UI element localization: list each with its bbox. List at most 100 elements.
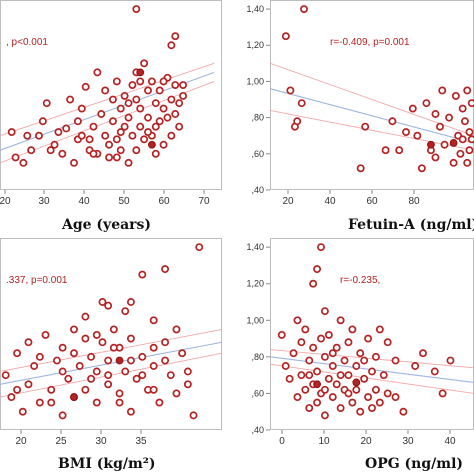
data-point: [344, 338, 353, 347]
data-point: [120, 122, 129, 131]
scatter-panel-1: , p<0.001 20 30 40 50 60 70: [0, 0, 222, 207]
data-point: [364, 393, 373, 402]
y-tick-label: ,60: [251, 149, 264, 159]
data-point: [375, 398, 384, 407]
data-point: [155, 398, 164, 407]
data-point: [116, 104, 125, 113]
scatter-panel-2: r=-0.409, p=0.001 20 40 60 80 1,40 1,20 1,00 ,80…: [246, 0, 474, 207]
data-point: [446, 356, 455, 365]
data-point: [175, 99, 184, 108]
data-point: [356, 349, 365, 358]
scatter-panel-4: r=-0.235, 0 10 20 30 40 1,40 1,20 1,00 ,80 ,60 ,40: [246, 238, 474, 447]
data-point: [104, 371, 113, 380]
data-point: [352, 385, 361, 394]
data-point: [112, 153, 121, 162]
data-point-highlight: [449, 139, 458, 147]
data-point: [38, 117, 47, 126]
data-point: [7, 128, 16, 137]
data-point: [13, 385, 22, 394]
plot-frame: [270, 238, 474, 430]
data-point: [104, 356, 113, 365]
data-point: [417, 164, 426, 173]
y-tick-label: ,40: [251, 425, 264, 435]
correlation-annotation: r=-0.409, p=0.001: [330, 37, 410, 48]
data-point: [27, 146, 36, 155]
data-point: [183, 380, 192, 389]
plot-frame: [0, 238, 222, 430]
data-point: [132, 374, 141, 383]
data-point: [151, 149, 160, 158]
data-point: [309, 279, 318, 288]
data-point: [132, 95, 141, 104]
data-point: [313, 265, 322, 274]
data-point: [92, 330, 101, 339]
data-point: [144, 128, 152, 137]
data-point: [293, 393, 302, 402]
data-point: [348, 325, 357, 334]
data-point: [383, 338, 392, 347]
y-tick-label: ,80: [251, 352, 264, 362]
data-point: [109, 343, 118, 352]
data-point: [104, 301, 113, 310]
data-point: [340, 356, 349, 365]
data-point: [445, 113, 454, 122]
data-point: [431, 110, 440, 118]
data-point: [368, 367, 376, 376]
data-point: [97, 110, 106, 118]
data-point: [449, 158, 458, 167]
data-point-highlight: [147, 140, 156, 149]
data-point: [328, 349, 337, 358]
data-point: [163, 113, 172, 122]
data-point: [458, 135, 467, 144]
data-point: [66, 95, 75, 104]
data-point: [352, 362, 361, 370]
x-tick-label: 50: [118, 196, 130, 207]
data-point: [317, 243, 325, 252]
data-point: [167, 95, 176, 104]
data-point: [408, 104, 417, 113]
data-point: [371, 352, 380, 361]
x-tick-label: 60: [158, 196, 170, 207]
y-tick-label: ,40: [251, 185, 264, 195]
data-point: [305, 404, 314, 413]
data-point: [58, 367, 67, 376]
data-point: [463, 158, 472, 167]
data-point: [136, 104, 145, 113]
data-point: [465, 146, 474, 155]
data-point: [388, 117, 397, 126]
x-tick-label: 20: [15, 436, 27, 447]
y-tick-label: 1,20: [246, 40, 264, 50]
data-point: [328, 362, 337, 370]
ci-upper-line: [270, 349, 474, 369]
data-point: [293, 117, 302, 126]
data-point: [300, 5, 308, 13]
data-point: [391, 356, 400, 365]
data-point: [115, 398, 124, 407]
x-tick-label: 20: [0, 196, 11, 207]
data-point: [116, 146, 125, 155]
data-point: [126, 334, 135, 343]
data-point: [140, 135, 149, 144]
data-point-highlight: [427, 140, 435, 149]
data-point: [360, 356, 369, 365]
data-point: [293, 316, 302, 325]
data-point: [126, 356, 135, 365]
data-point: [171, 81, 180, 89]
y-tick-label: 1,00: [246, 315, 264, 325]
data-point: [161, 356, 170, 365]
data-point: [108, 95, 117, 104]
data-point: [320, 352, 329, 361]
data-point: [313, 398, 322, 407]
data-point: [381, 146, 390, 155]
data-point: [458, 104, 467, 113]
data-point: [92, 398, 101, 407]
data-point: [108, 117, 117, 126]
data-point: [42, 99, 51, 108]
data-point: [149, 385, 158, 394]
data-point: [41, 330, 50, 339]
data-point: [348, 398, 357, 407]
data-point: [1, 371, 10, 380]
data-point-highlight: [352, 378, 361, 387]
data-point: [167, 41, 176, 50]
